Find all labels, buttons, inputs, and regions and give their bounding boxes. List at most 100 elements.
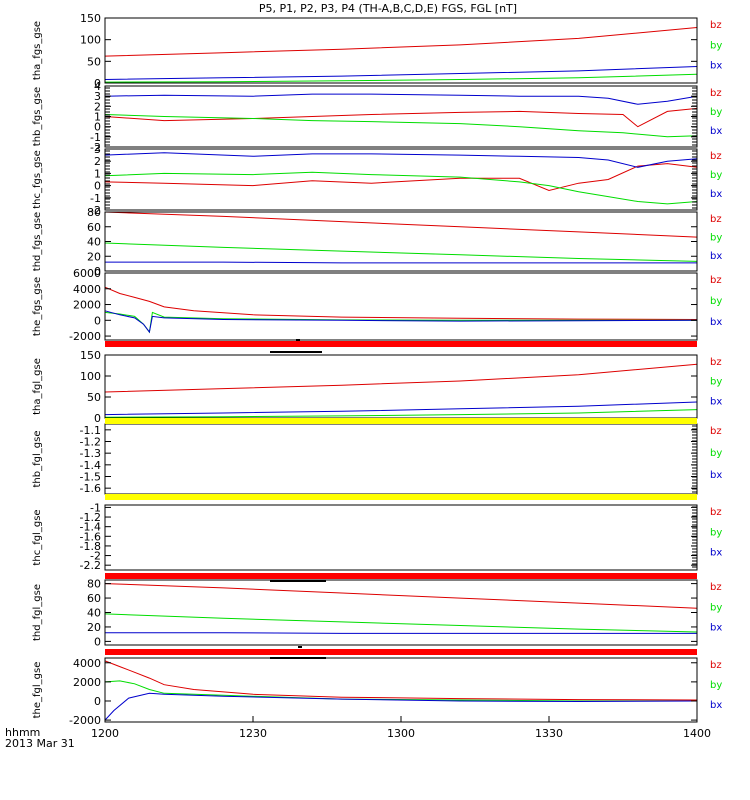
x-tick-label: 1300 <box>387 727 415 740</box>
y-tick-label: -2 <box>90 550 101 563</box>
y-tick-label: 4000 <box>73 657 101 670</box>
series-thc_fgs_gse-bz <box>104 163 698 192</box>
panel-thb_fgl_gse: -1.6-1.5-1.4-1.3-1.2-1.1 thb_fgl_gse bz by b… <box>32 423 722 495</box>
y-axis-label: thc_fgl_gse <box>32 509 43 565</box>
y-tick-label: 0 <box>94 77 101 90</box>
status-flag-bar <box>105 418 697 424</box>
series-tha_fgl_gse-bx <box>104 401 698 416</box>
marker-dot <box>296 339 300 341</box>
date-label: 2013 Mar 31 <box>5 737 75 750</box>
legend-bx: bx <box>710 396 722 407</box>
series-thc_fgs_gse-bx <box>104 152 698 168</box>
y-axis-label: the_fgl_gse <box>32 662 43 719</box>
legend-by: by <box>710 377 722 388</box>
legend-by: by <box>710 680 722 691</box>
marker-segment <box>270 351 322 353</box>
y-tick-label: 0 <box>94 121 101 134</box>
legend-by: by <box>710 107 722 118</box>
marker-segment <box>270 657 326 659</box>
y-tick-label: -1.2 <box>80 436 101 449</box>
legend-bx: bx <box>710 189 722 200</box>
y-tick-label: -2 <box>90 141 101 154</box>
legend-bz: bz <box>710 660 722 671</box>
y-tick-label: 3 <box>94 90 101 103</box>
y-tick-label: 20 <box>87 250 101 263</box>
y-tick-label: 60 <box>87 221 101 234</box>
y-tick-label: 150 <box>80 12 101 25</box>
series-thb_fgs_gse-by <box>104 114 698 138</box>
y-tick-label: 3 <box>94 143 101 156</box>
legend-bz: bz <box>710 214 722 225</box>
y-tick-label: 50 <box>87 55 101 68</box>
legend-bz: bz <box>710 20 722 31</box>
panel-the_fgs_gse: -2000 0 2000 4000 6000 the_fgs_gse bz by bx <box>32 267 722 343</box>
y-tick-label: 60 <box>87 592 101 605</box>
y-tick-label: 80 <box>87 578 101 591</box>
series-the_fgl_gse-bz <box>104 660 698 701</box>
x-tick-label: 1230 <box>239 727 267 740</box>
y-tick-label: -1.6 <box>80 530 101 543</box>
legend-bz: bz <box>710 426 722 437</box>
x-tick-label: 1200 <box>91 727 119 740</box>
y-tick-label: 1 <box>94 167 101 180</box>
series-thd_fgs_gse-bz <box>104 211 698 238</box>
series-thc_fgs_gse-by <box>104 171 698 205</box>
series-the_fgs_gse-bx <box>104 310 698 334</box>
marker-segment <box>270 580 326 582</box>
x-tick-label: 1400 <box>683 727 711 740</box>
y-tick-label: 2 <box>94 100 101 113</box>
y-tick-label: -1.5 <box>80 471 101 484</box>
y-tick-label: 100 <box>80 34 101 47</box>
y-axis-label: thc_fgs_gse <box>32 150 43 209</box>
y-tick-label: -2000 <box>69 330 101 343</box>
panel-thc_fgl_gse: -2.2-2-1.8-1.6-1.4-1.2-1 thc_fgl_gse bz by b… <box>32 501 722 572</box>
y-axis-label: tha_fgs_gse <box>32 21 43 80</box>
panel-tha_fgs_gse: 0 50 100 150 tha_fgs_gse bz by bx <box>32 12 722 90</box>
y-tick-label: -1.2 <box>80 511 101 524</box>
y-tick-label: 0 <box>94 635 101 648</box>
series-thd_fgs_gse-bx <box>105 261 697 264</box>
panel-frame <box>104 17 698 84</box>
panel-frame <box>104 354 698 419</box>
y-tick-label: 2000 <box>73 299 101 312</box>
time-format-label: hhmm <box>5 726 40 739</box>
series-tha_fgs_gse-bz <box>104 27 698 57</box>
y-tick-label: 6000 <box>73 267 101 280</box>
series-thd_fgl_gse-bz <box>104 583 698 609</box>
status-flag-bar <box>105 341 697 347</box>
y-tick-label: 0 <box>94 265 101 278</box>
y-tick-label: 20 <box>87 621 101 634</box>
y-tick-label: -1 <box>90 192 101 205</box>
legend-bz: bz <box>710 582 722 593</box>
legend-bz: bz <box>710 88 722 99</box>
series-thb_fgs_gse-bx <box>104 93 698 105</box>
y-tick-label: 50 <box>87 391 101 404</box>
legend-bz: bz <box>710 275 722 286</box>
series-tha_fgs_gse-bx <box>104 66 698 80</box>
time-axis: 1200 1230 1300 1330 1400 <box>91 716 711 740</box>
series-the_fgs_gse-bz <box>104 286 698 320</box>
series-thb_fgs_gse-bz <box>104 107 698 128</box>
status-flag-bar <box>105 494 697 500</box>
legend-by: by <box>710 232 722 243</box>
legend-by: by <box>710 170 722 181</box>
y-tick-label: 1 <box>94 111 101 124</box>
panel-frame <box>104 272 698 341</box>
y-axis-label: thb_fgs_gse <box>32 87 43 146</box>
y-axis-label: thb_fgl_gse <box>32 431 43 488</box>
y-axis-label: the_fgs_gse <box>32 277 43 336</box>
y-tick-label: 0 <box>94 314 101 327</box>
y-tick-label: 150 <box>80 349 101 362</box>
legend-bx: bx <box>710 126 722 137</box>
y-tick-label: -1.4 <box>80 521 101 534</box>
y-tick-label: -2.2 <box>80 559 101 572</box>
legend-bx: bx <box>710 251 722 262</box>
y-tick-label: 0 <box>94 412 101 425</box>
legend-by: by <box>710 40 722 51</box>
y-tick-label: 40 <box>87 236 101 249</box>
marker-dot <box>298 646 302 648</box>
y-tick-label: -2000 <box>69 714 101 727</box>
